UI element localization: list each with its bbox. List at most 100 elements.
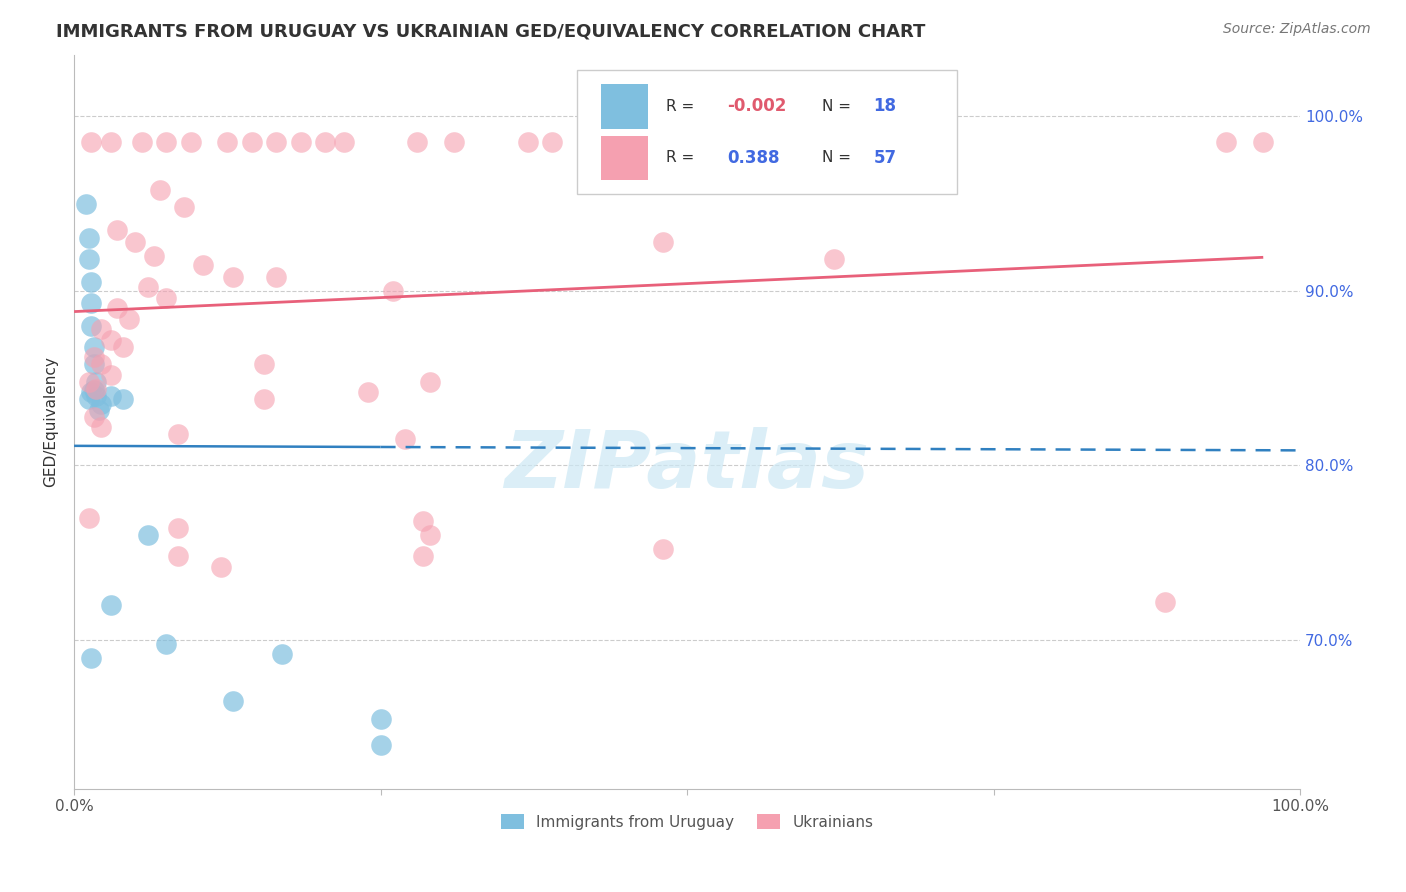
Point bbox=[83, 409, 105, 424]
Point bbox=[100, 368, 122, 382]
Point bbox=[90, 397, 112, 411]
Point bbox=[271, 647, 294, 661]
Point bbox=[131, 136, 153, 150]
Point bbox=[167, 549, 190, 564]
Point bbox=[394, 432, 416, 446]
Point bbox=[266, 136, 288, 150]
Point bbox=[105, 301, 128, 316]
Point bbox=[290, 136, 312, 150]
Text: 18: 18 bbox=[873, 97, 897, 115]
Point bbox=[357, 385, 380, 400]
Point bbox=[240, 136, 263, 150]
Point bbox=[1154, 595, 1177, 609]
Point bbox=[77, 375, 100, 389]
Point bbox=[823, 252, 845, 267]
Point bbox=[90, 322, 112, 336]
Point bbox=[266, 269, 288, 284]
Point bbox=[80, 275, 103, 289]
Point bbox=[253, 392, 276, 406]
Point bbox=[80, 318, 103, 333]
Point bbox=[155, 291, 177, 305]
Point bbox=[77, 231, 100, 245]
Bar bbox=[602, 136, 648, 180]
Point bbox=[77, 392, 100, 406]
Point bbox=[651, 136, 673, 150]
Point bbox=[100, 333, 122, 347]
Point bbox=[222, 694, 245, 708]
Text: -0.002: -0.002 bbox=[727, 97, 787, 115]
Point bbox=[77, 252, 100, 267]
Point bbox=[516, 136, 538, 150]
Point bbox=[142, 249, 165, 263]
Text: 0.388: 0.388 bbox=[727, 149, 780, 167]
Point bbox=[77, 511, 100, 525]
Point bbox=[155, 136, 177, 150]
Point bbox=[112, 340, 135, 354]
Point bbox=[412, 514, 434, 528]
Point bbox=[217, 136, 239, 150]
FancyBboxPatch shape bbox=[576, 70, 956, 194]
Point bbox=[541, 136, 564, 150]
Point bbox=[105, 223, 128, 237]
Point bbox=[1215, 136, 1237, 150]
Point bbox=[149, 183, 172, 197]
Text: Source: ZipAtlas.com: Source: ZipAtlas.com bbox=[1223, 22, 1371, 37]
Point bbox=[83, 357, 105, 371]
Point bbox=[167, 427, 190, 442]
Point bbox=[136, 280, 159, 294]
Point bbox=[370, 712, 392, 726]
Point bbox=[83, 350, 105, 364]
Point bbox=[370, 738, 392, 752]
Text: N =: N = bbox=[823, 151, 856, 165]
Point bbox=[80, 650, 103, 665]
Point bbox=[419, 528, 441, 542]
Text: R =: R = bbox=[666, 151, 699, 165]
Text: R =: R = bbox=[666, 99, 699, 114]
Point bbox=[80, 296, 103, 310]
Point bbox=[419, 375, 441, 389]
Point bbox=[167, 521, 190, 535]
Point bbox=[173, 200, 195, 214]
Text: 57: 57 bbox=[873, 149, 897, 167]
Point bbox=[406, 136, 429, 150]
Point bbox=[443, 136, 465, 150]
Point bbox=[84, 389, 107, 403]
Point bbox=[84, 382, 107, 396]
Point bbox=[253, 357, 276, 371]
Point bbox=[333, 136, 356, 150]
Point bbox=[90, 420, 112, 434]
Point bbox=[83, 384, 105, 398]
Point bbox=[100, 389, 122, 403]
Point bbox=[155, 637, 177, 651]
Point bbox=[651, 235, 673, 249]
Text: IMMIGRANTS FROM URUGUAY VS UKRAINIAN GED/EQUIVALENCY CORRELATION CHART: IMMIGRANTS FROM URUGUAY VS UKRAINIAN GED… bbox=[56, 22, 925, 40]
Point bbox=[84, 375, 107, 389]
Point bbox=[100, 598, 122, 612]
Point bbox=[676, 136, 699, 150]
Point bbox=[222, 269, 245, 284]
Point bbox=[80, 385, 103, 400]
Bar bbox=[602, 84, 648, 128]
Point bbox=[191, 258, 214, 272]
Point bbox=[1251, 136, 1274, 150]
Point bbox=[412, 549, 434, 564]
Point bbox=[124, 235, 146, 249]
Y-axis label: GED/Equivalency: GED/Equivalency bbox=[44, 357, 58, 487]
Point bbox=[136, 528, 159, 542]
Point bbox=[112, 392, 135, 406]
Point bbox=[651, 542, 673, 557]
Legend: Immigrants from Uruguay, Ukrainians: Immigrants from Uruguay, Ukrainians bbox=[495, 807, 879, 836]
Point bbox=[180, 136, 202, 150]
Point bbox=[87, 402, 110, 417]
Text: ZIPatlas: ZIPatlas bbox=[505, 427, 869, 505]
Point bbox=[75, 196, 97, 211]
Point bbox=[381, 284, 404, 298]
Point bbox=[100, 136, 122, 150]
Point bbox=[90, 357, 112, 371]
Point bbox=[80, 136, 103, 150]
Point bbox=[83, 340, 105, 354]
Point bbox=[209, 559, 232, 574]
Point bbox=[314, 136, 336, 150]
Text: N =: N = bbox=[823, 99, 856, 114]
Point bbox=[118, 311, 141, 326]
